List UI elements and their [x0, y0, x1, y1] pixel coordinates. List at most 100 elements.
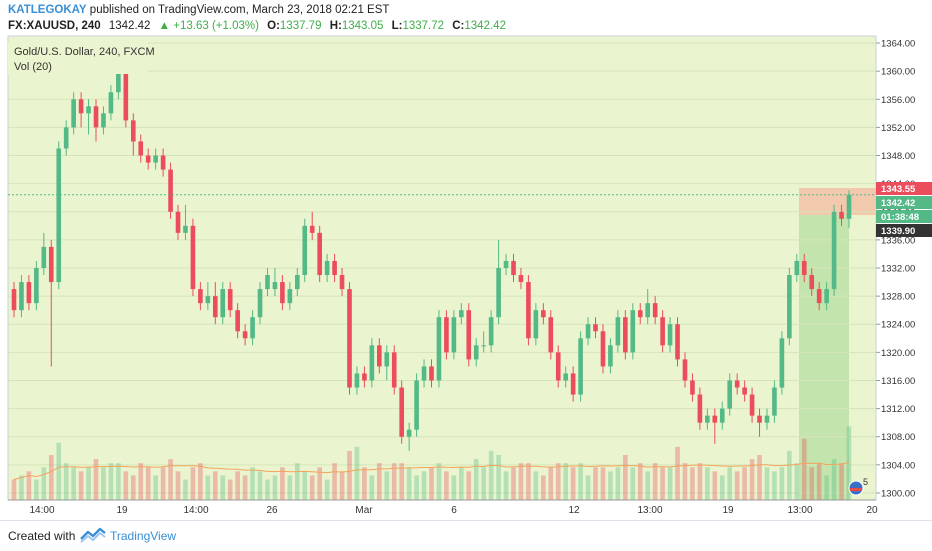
x-tick-label: 14:00	[29, 505, 54, 516]
volume-bar	[645, 471, 651, 500]
candle-body	[809, 275, 815, 290]
volume-bar	[399, 463, 404, 500]
candle-body	[682, 359, 688, 381]
price-label-text: 1342.42	[881, 198, 915, 209]
candle-body	[272, 282, 278, 290]
candle-body	[764, 415, 770, 423]
candle-body	[153, 155, 158, 163]
price-label-text: 01:38:48	[881, 212, 919, 223]
highlight-zone	[799, 215, 849, 500]
volume-bar	[212, 471, 218, 500]
volume-bar	[220, 475, 226, 500]
candle-body	[145, 155, 151, 163]
candle-body	[19, 282, 24, 311]
volume-bar	[712, 471, 718, 500]
volume-bar	[518, 463, 524, 500]
candle-body	[787, 275, 792, 339]
volume-bar	[816, 463, 822, 500]
candle-body	[846, 194, 852, 219]
candle-body	[160, 155, 166, 170]
y-tick-label: 1336.00	[881, 235, 915, 246]
volume-bar	[78, 471, 84, 500]
candle-body	[727, 380, 733, 409]
volume-bar	[749, 459, 755, 500]
candle-body	[369, 345, 375, 381]
candle-body	[56, 148, 62, 283]
candle-body	[436, 317, 442, 381]
y-tick-label: 1304.00	[881, 460, 915, 471]
candle-body	[555, 352, 561, 381]
price-label-badge	[876, 224, 932, 237]
candle-body	[324, 260, 330, 276]
low-value: 1337.72	[402, 20, 445, 32]
volume-bar	[563, 463, 569, 500]
y-tick-label: 1348.00	[881, 151, 915, 162]
y-tick-label: 1332.00	[881, 264, 915, 275]
x-tick-label: 13:00	[787, 505, 812, 516]
candle-body	[578, 338, 583, 395]
price-label-text: 1343.55	[881, 184, 916, 195]
volume-bar	[175, 471, 181, 500]
volume-bar	[824, 475, 829, 500]
x-tick-label: 19	[722, 505, 734, 516]
y-tick-label: 1360.00	[881, 67, 915, 78]
candle-body	[108, 92, 114, 114]
volume-bar	[608, 471, 613, 500]
candle-body	[11, 289, 17, 311]
price-chart[interactable]: Gold/U.S. Dollar, 240, FXCM Vol (20) 130…	[0, 34, 932, 520]
volume-bar	[250, 467, 255, 500]
low-label: L:	[391, 20, 403, 32]
tradingview-link[interactable]: TradingView	[110, 529, 177, 543]
volume-bar	[593, 467, 598, 500]
candle-body	[511, 260, 516, 276]
volume-bar	[198, 463, 203, 500]
volume-bar	[421, 471, 427, 500]
candle-body	[116, 71, 121, 93]
candle-body	[645, 303, 651, 318]
candle-body	[600, 331, 606, 367]
candle-body	[570, 373, 576, 395]
volume-bar	[34, 479, 39, 500]
volume-bar	[123, 471, 129, 500]
candle-body	[839, 211, 844, 219]
volume-bar	[317, 467, 322, 500]
volume-bar	[630, 467, 636, 500]
volume-bar	[846, 426, 852, 500]
candle-body	[496, 268, 501, 318]
candle-body	[242, 331, 248, 339]
volume-bar	[116, 463, 121, 500]
volume-bar	[459, 467, 464, 500]
y-tick-label: 1308.00	[881, 432, 915, 443]
y-tick-label: 1364.00	[881, 39, 915, 50]
volume-bar	[436, 463, 442, 500]
candle-body	[414, 380, 419, 430]
x-tick-label: 20	[866, 505, 878, 516]
volume-bar	[145, 467, 151, 500]
volume-bar	[667, 467, 673, 500]
volume-bar	[369, 475, 375, 500]
candle-body	[518, 275, 524, 283]
volume-bar	[801, 438, 807, 500]
open-label: O:	[267, 20, 280, 32]
volume-bar	[764, 467, 770, 500]
candle-body	[294, 275, 300, 290]
volume-bar	[660, 467, 665, 500]
tradingview-logo-icon[interactable]	[80, 527, 106, 543]
volume-bar	[757, 455, 762, 500]
flag-stripe	[850, 488, 862, 491]
legend-box	[8, 42, 148, 74]
candle-body	[429, 366, 434, 381]
volume-bar	[533, 471, 539, 500]
candle-body	[801, 260, 807, 276]
author-link[interactable]: KATLEGOKAY	[8, 4, 87, 16]
candle-body	[78, 99, 84, 114]
candle-body	[26, 282, 32, 304]
volume-bar	[257, 471, 263, 500]
candle-body	[660, 317, 665, 346]
volume-bar	[690, 467, 695, 500]
candle-body	[71, 99, 76, 128]
candle-body	[734, 380, 740, 388]
volume-bar	[779, 467, 785, 500]
volume-bar	[444, 471, 449, 500]
volume-bar	[742, 467, 747, 500]
